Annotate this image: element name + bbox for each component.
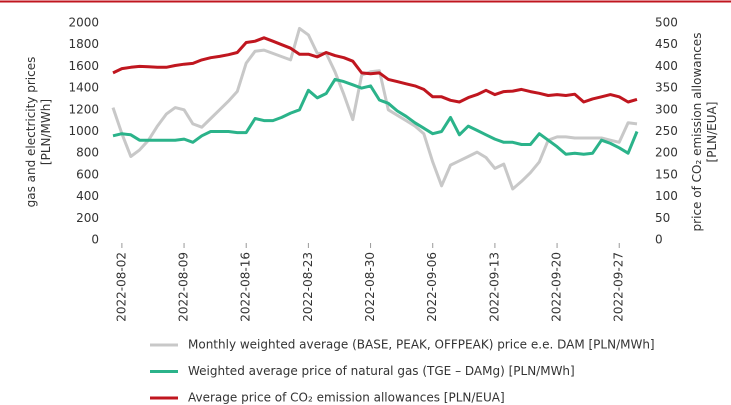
y-tick-label: 1400 [68,81,99,95]
x-tick-label: 2022-08-09 [177,252,191,322]
x-tick-label: 2022-08-16 [239,252,253,322]
x-tick-label: 2022-08-23 [301,252,315,322]
y2-tick-label: 300 [655,102,678,116]
y-tick-label: 800 [76,146,99,160]
y2-tick-label: 0 [655,233,663,247]
y-tick-label: 0 [91,233,99,247]
y2-tick-label: 200 [655,146,678,160]
y-tick-label: 2000 [68,16,99,30]
y-tick-label: 200 [76,211,99,225]
series-line [112,77,639,156]
y2-tick-label: 100 [655,189,678,203]
legend-label: Weighted average price of natural gas (T… [188,364,575,378]
legend-label: Monthly weighted average (BASE, PEAK, OF… [188,338,655,352]
y2-axis-label-line: [PLN/EUA] [705,102,719,163]
x-tick-label: 2022-09-06 [425,252,439,322]
x-tick-label: 2022-09-13 [487,252,501,322]
y-axis-label-line: gas and electricity prices [24,57,38,208]
y2-tick-label: 50 [655,211,670,225]
y2-tick-label: 500 [655,16,678,30]
y2-tick-label: 450 [655,37,678,51]
y-axis-label-line: [PLN/MWh] [39,99,53,165]
y2-axis-label-line: price of CO₂ emission allowances [690,33,704,232]
y2-tick-label: 350 [655,81,678,95]
x-tick-label: 2022-09-20 [550,252,564,322]
y2-tick-label: 250 [655,124,678,138]
y-axis-label: gas and electricity prices[PLN/MWh] [24,57,53,208]
y2-tick-label: 150 [655,167,678,181]
y-tick-label: 1600 [68,59,99,73]
x-tick-label: 2022-09-27 [612,252,626,322]
series-line [112,36,638,104]
y-tick-label: 1800 [68,37,99,51]
y2-axis-label: price of CO₂ emission allowances[PLN/EUA… [690,33,719,232]
y-tick-label: 600 [76,167,99,181]
series-line [111,26,638,191]
y-tick-label: 1000 [68,124,99,138]
legend-label: Average price of CO₂ emission allowances… [188,391,505,405]
x-tick-label: 2022-08-02 [114,252,128,322]
y2-tick-label: 400 [655,59,678,73]
y-tick-label: 1200 [68,102,99,116]
x-tick-label: 2022-08-30 [363,252,377,322]
y-tick-label: 400 [76,189,99,203]
